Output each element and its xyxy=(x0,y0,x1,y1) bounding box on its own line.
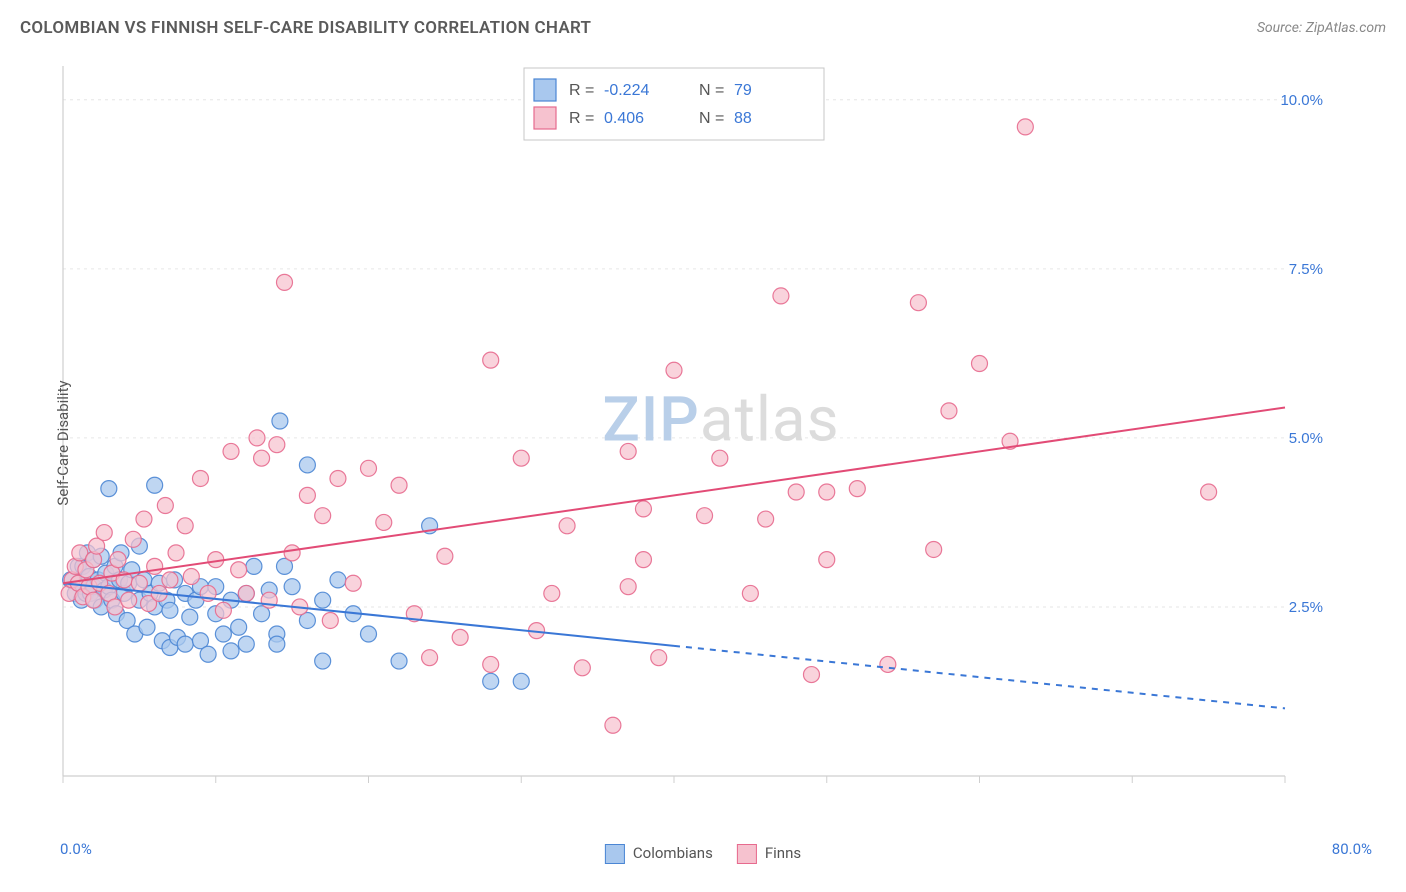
svg-text:N =: N = xyxy=(699,110,724,127)
scatter-plot: 2.5% 5.0% 7.5% 10.0% R = -0.224 N = 79 R = 0.406… xyxy=(55,58,1355,816)
svg-text:2.5%: 2.5% xyxy=(1289,599,1323,616)
x-axis-start-label: 0.0% xyxy=(60,840,92,858)
svg-text:5.0%: 5.0% xyxy=(1289,430,1323,447)
svg-text:10.0%: 10.0% xyxy=(1280,92,1323,109)
svg-text:0.406: 0.406 xyxy=(604,110,644,127)
legend-label-colombians: Colombians xyxy=(633,844,713,862)
chart-header: COLOMBIAN VS FINNISH SELF-CARE DISABILIT… xyxy=(20,18,1386,38)
swatch-finns xyxy=(737,844,757,864)
svg-text:88: 88 xyxy=(734,110,752,127)
svg-text:7.5%: 7.5% xyxy=(1289,261,1323,278)
legend-item-colombians: Colombians xyxy=(605,844,713,864)
legend-label-finns: Finns xyxy=(765,844,801,862)
svg-text:79: 79 xyxy=(734,82,752,99)
series-legend: Colombians Finns xyxy=(605,844,801,864)
x-axis-end-label: 80.0% xyxy=(1332,840,1372,858)
source-attribution: Source: ZipAtlas.com xyxy=(1257,20,1386,36)
chart-title: COLOMBIAN VS FINNISH SELF-CARE DISABILIT… xyxy=(20,18,591,38)
svg-text:R =: R = xyxy=(569,82,594,99)
svg-text:R =: R = xyxy=(569,110,594,127)
y-axis-label: Self-Care Disability xyxy=(54,380,72,505)
svg-text:N =: N = xyxy=(699,82,724,99)
chart-area: Self-Care Disability 2.5% 5.0% 7.5% 10.0% R … xyxy=(55,58,1387,828)
swatch-colombians xyxy=(605,844,625,864)
legend-item-finns: Finns xyxy=(737,844,801,864)
svg-text:-0.224: -0.224 xyxy=(604,82,649,99)
